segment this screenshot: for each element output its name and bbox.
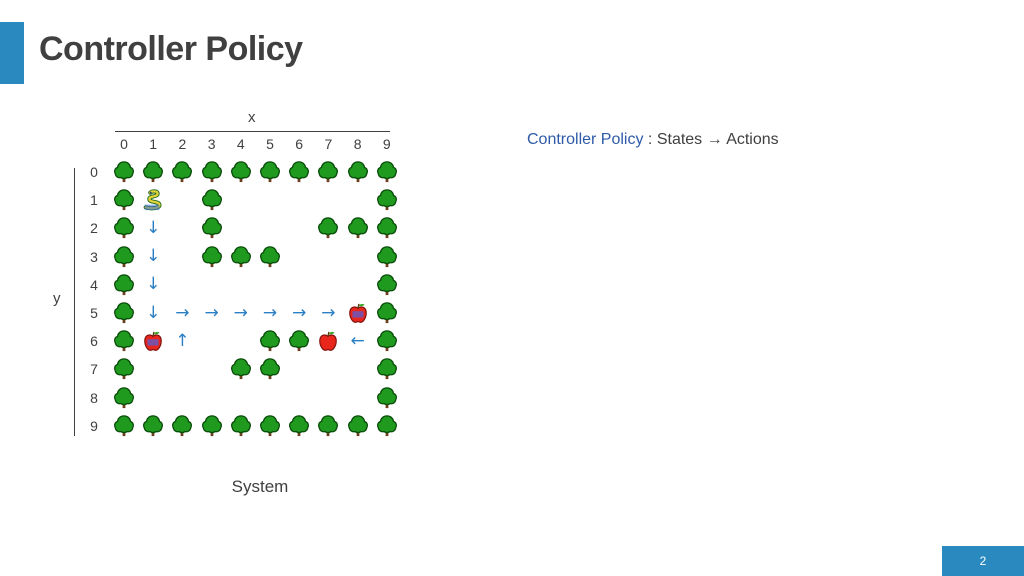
arrow-left-icon: ← [350,330,365,351]
tree-icon [112,273,136,297]
arrow-down-icon: ↓ [146,302,161,323]
tree-icon [141,160,165,184]
tree-icon [375,357,399,381]
tree-icon [229,245,253,269]
caption-highlight: Controller Policy [527,131,644,148]
tree-icon [258,160,282,184]
system-label: System [231,477,289,496]
y-tick-6: 6 [90,333,98,350]
arrow-right-icon: → [321,302,336,323]
y-tick-8: 8 [90,389,98,406]
x-tick-9: 9 [382,136,391,152]
x-tick-2: 2 [178,136,187,152]
x-tick-7: 7 [324,136,333,152]
y-tick-9: 9 [90,417,98,434]
tree-icon [375,301,399,325]
slide-title: Controller Policy [39,30,303,68]
x-tick-0: 0 [120,136,128,152]
arrow-up-icon: ↑ [175,330,190,351]
tree-icon [346,414,370,438]
x-axis-line [115,131,390,132]
tree-icon [316,160,340,184]
arrow-down-icon: ↓ [146,217,161,238]
tree-icon [375,245,399,269]
tree-icon [170,414,194,438]
apple-icon [346,301,370,325]
tree-icon [112,301,136,325]
tree-icon [141,414,165,438]
tree-icon [375,160,399,184]
tree-icon [229,414,253,438]
tree-icon [170,160,194,184]
tree-icon [346,160,370,184]
arrow-right-icon: → [204,302,219,323]
page-number: 2 [942,546,1024,576]
x-tick-6: 6 [295,136,304,152]
y-tick-0: 0 [90,164,98,180]
tree-icon [258,329,282,353]
tree-icon [112,414,136,438]
y-tick-1: 1 [90,192,98,209]
tree-icon [229,357,253,381]
arrow-right-icon: → [262,302,278,323]
apple-icon [316,329,340,353]
tree-icon [229,160,253,184]
y-tick-5: 5 [90,305,98,321]
tree-icon [375,414,399,438]
tree-icon [258,245,282,269]
tree-icon [200,188,224,212]
arrow-down-icon: ↓ [146,274,161,295]
tree-icon [375,216,399,240]
caption-rest: : States → Actions [643,131,779,148]
tree-icon [112,160,136,184]
tree-icon [375,188,399,212]
arrow-right-icon: → [233,302,248,323]
tree-icon [112,188,136,212]
tree-icon [112,386,136,410]
x-tick-5: 5 [266,136,274,152]
x-tick-1: 1 [149,136,158,152]
policy-caption: Controller Policy : States → Actions [527,131,779,149]
tree-icon [316,216,340,240]
tree-icon [258,357,282,381]
tree-icon [200,245,224,269]
x-tick-3: 3 [207,136,216,152]
tree-icon [375,273,399,297]
x-axis-label: x [248,109,256,126]
arrow-down-icon: ↓ [146,246,161,267]
tree-icon [346,216,370,240]
y-axis-label: y [53,290,61,307]
arrow-right-icon: → [175,302,190,323]
y-tick-2: 2 [90,220,98,237]
apple-icon [141,329,165,353]
tree-icon [112,216,136,240]
tree-icon [375,329,399,353]
tree-icon [200,160,224,184]
arrow-right-icon: → [292,302,307,323]
tree-icon [112,357,136,381]
snake-icon [141,188,165,212]
x-tick-4: 4 [236,136,245,152]
title-accent-bar [0,22,24,84]
tree-icon [287,329,311,353]
tree-icon [200,216,224,240]
y-axis-line [74,168,75,436]
tree-icon [375,386,399,410]
tree-icon [287,414,311,438]
y-tick-7: 7 [90,361,98,378]
tree-icon [258,414,282,438]
x-tick-8: 8 [353,136,362,152]
tree-icon [316,414,340,438]
tree-icon [200,414,224,438]
tree-icon [287,160,311,184]
tree-icon [112,245,136,269]
y-tick-3: 3 [90,248,98,265]
y-tick-4: 4 [90,276,98,293]
tree-icon [112,329,136,353]
